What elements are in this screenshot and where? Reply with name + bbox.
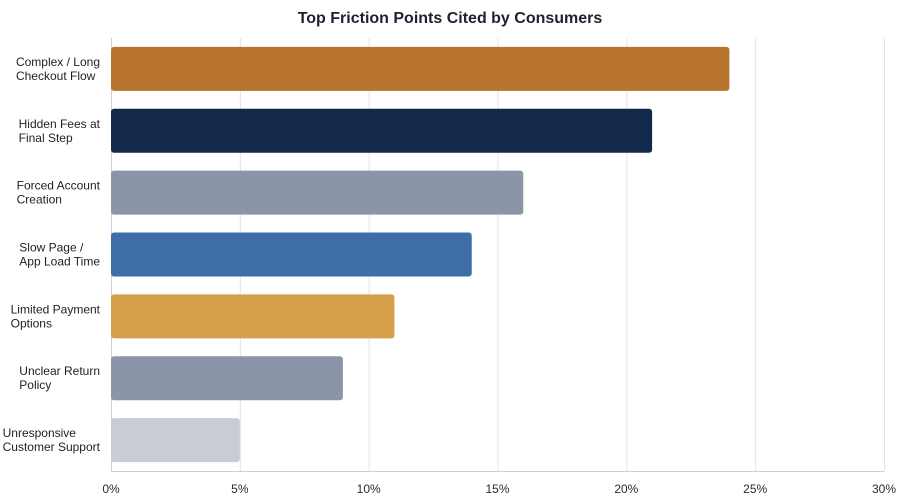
x-tick-label: 15% xyxy=(485,482,509,496)
category-label-line: Forced Account xyxy=(17,179,101,193)
category-label-line: Slow Page / xyxy=(19,241,84,255)
x-tick-label: 25% xyxy=(743,482,767,496)
category-label-line: Complex / Long xyxy=(16,55,100,69)
x-tick-label: 30% xyxy=(872,482,896,496)
bar xyxy=(111,356,343,401)
bar xyxy=(111,232,472,277)
category-label-line: Unresponsive xyxy=(3,426,77,440)
category-label-line: Creation xyxy=(17,193,62,207)
x-tick-label: 0% xyxy=(102,482,120,496)
bar xyxy=(111,418,240,463)
chart-title: Top Friction Points Cited by Consumers xyxy=(297,10,603,27)
category-label-line: Checkout Flow xyxy=(16,69,96,83)
category-label: Slow Page / App Load Time xyxy=(19,241,100,269)
bar xyxy=(111,46,730,91)
x-tick-label: 10% xyxy=(357,482,381,496)
category-label: Limited Payment Options xyxy=(11,302,101,330)
category-label-line: Hidden Fees at xyxy=(19,117,101,131)
category-label-line: Policy xyxy=(19,378,51,392)
bar xyxy=(111,108,653,153)
category-label: Unclear Return Policy xyxy=(19,364,100,392)
category-label-line: Final Step xyxy=(19,131,73,145)
bar xyxy=(111,170,524,215)
x-tick-label: 5% xyxy=(231,482,249,496)
category-label: Unresponsive Customer Support xyxy=(3,426,101,454)
category-label: Forced Account Creation xyxy=(17,179,101,207)
category-label: Complex / Long Checkout Flow xyxy=(16,55,100,83)
bar xyxy=(111,294,395,339)
x-tick-label: 20% xyxy=(614,482,638,496)
category-label-line: Options xyxy=(11,316,52,330)
category-label-line: Unclear Return xyxy=(19,364,100,378)
category-label-line: Customer Support xyxy=(3,440,101,454)
category-label-line: Limited Payment xyxy=(11,302,101,316)
category-label: Hidden Fees at Final Step xyxy=(19,117,101,145)
category-label-line: App Load Time xyxy=(19,255,100,269)
